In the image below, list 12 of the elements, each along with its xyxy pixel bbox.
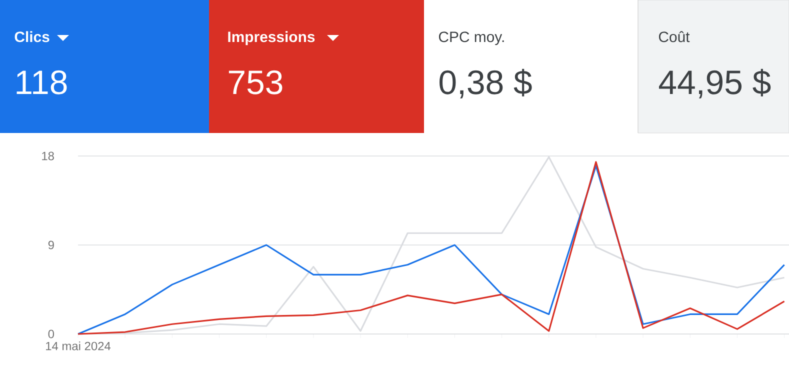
y-tick-label: 18 [42, 152, 54, 160]
text: 118 [16, 70, 67, 94]
text: 0,38 $ [440, 68, 532, 98]
y-tick-label: 0 [48, 330, 54, 338]
text: Coût [658, 31, 690, 42]
text: CPC moy. [438, 32, 504, 46]
y-tick-label: 9 [48, 240, 54, 250]
text: 753 [228, 70, 282, 94]
text: Clics [14, 31, 50, 42]
x-tick-label: 14 mai 2024 [46, 342, 111, 350]
text: 44,95 $ [658, 68, 771, 98]
text: Impressions [228, 31, 315, 46]
